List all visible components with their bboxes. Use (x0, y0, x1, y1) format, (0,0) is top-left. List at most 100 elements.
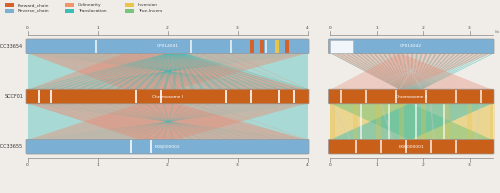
Polygon shape (213, 53, 304, 90)
Polygon shape (376, 53, 446, 90)
Polygon shape (78, 103, 199, 140)
Polygon shape (124, 103, 212, 140)
Text: LK8J000002: LK8J000002 (154, 145, 180, 149)
Bar (38, 90, 40, 103)
Text: kb: kb (495, 30, 500, 34)
Polygon shape (382, 53, 408, 90)
Polygon shape (134, 103, 203, 140)
Polygon shape (177, 53, 224, 90)
Polygon shape (406, 53, 411, 90)
Polygon shape (364, 53, 406, 90)
Polygon shape (164, 53, 172, 90)
Bar (425, 90, 427, 103)
Text: CP014041: CP014041 (156, 44, 178, 48)
Bar (225, 90, 227, 103)
Polygon shape (330, 103, 492, 140)
Polygon shape (37, 53, 171, 90)
Polygon shape (330, 103, 492, 140)
Polygon shape (388, 53, 408, 90)
Bar (395, 90, 397, 103)
Polygon shape (398, 53, 423, 90)
FancyBboxPatch shape (26, 89, 309, 104)
Polygon shape (52, 103, 176, 140)
Text: SCCF01: SCCF01 (4, 94, 24, 99)
Bar (95, 40, 96, 53)
Polygon shape (420, 53, 494, 90)
Polygon shape (419, 53, 485, 90)
Polygon shape (128, 103, 243, 140)
Polygon shape (335, 53, 402, 90)
Polygon shape (37, 103, 300, 140)
Bar (292, 90, 294, 103)
Polygon shape (114, 53, 175, 90)
Polygon shape (380, 103, 393, 140)
Polygon shape (28, 53, 309, 90)
Polygon shape (144, 103, 193, 140)
Polygon shape (144, 53, 176, 90)
Polygon shape (420, 53, 490, 90)
Polygon shape (28, 103, 154, 140)
Bar (50, 90, 52, 103)
Polygon shape (28, 103, 309, 140)
Polygon shape (172, 53, 178, 90)
Bar (5, 9, 14, 13)
Bar (480, 90, 482, 103)
Text: Chromosome II: Chromosome II (395, 95, 428, 98)
Polygon shape (37, 103, 300, 140)
Polygon shape (86, 103, 251, 140)
Text: 4: 4 (306, 163, 309, 167)
Polygon shape (368, 53, 406, 90)
Polygon shape (153, 103, 184, 140)
Polygon shape (114, 53, 223, 90)
Polygon shape (358, 53, 405, 90)
Bar (285, 40, 289, 53)
Bar (150, 140, 152, 153)
Polygon shape (85, 53, 251, 90)
Polygon shape (56, 103, 280, 140)
Polygon shape (56, 53, 280, 90)
Polygon shape (28, 103, 309, 140)
Polygon shape (444, 103, 450, 140)
Polygon shape (95, 53, 174, 90)
Polygon shape (42, 53, 294, 90)
Text: Translocation: Translocation (78, 9, 106, 13)
Polygon shape (165, 103, 276, 140)
Polygon shape (86, 53, 174, 90)
Polygon shape (353, 53, 469, 90)
Polygon shape (64, 53, 273, 90)
Polygon shape (397, 53, 409, 90)
Polygon shape (442, 103, 444, 140)
Polygon shape (100, 53, 237, 90)
Text: True-Invers: True-Invers (138, 9, 162, 13)
Polygon shape (34, 53, 302, 90)
Polygon shape (142, 53, 275, 90)
Polygon shape (176, 53, 195, 90)
Polygon shape (56, 53, 241, 90)
Polygon shape (164, 53, 172, 90)
Polygon shape (418, 53, 480, 90)
Polygon shape (56, 53, 280, 90)
Polygon shape (181, 53, 301, 90)
Polygon shape (228, 53, 310, 90)
Polygon shape (28, 53, 307, 90)
Bar (230, 40, 232, 53)
Polygon shape (92, 53, 244, 90)
Polygon shape (181, 53, 310, 90)
Text: 4: 4 (306, 26, 309, 30)
Text: 1: 1 (375, 163, 378, 167)
Text: 1: 1 (96, 163, 99, 167)
Polygon shape (128, 53, 270, 90)
FancyBboxPatch shape (26, 39, 309, 54)
Text: ATCC33654: ATCC33654 (0, 44, 24, 49)
Polygon shape (330, 103, 351, 140)
Polygon shape (418, 53, 476, 90)
Polygon shape (47, 53, 172, 90)
Polygon shape (180, 53, 291, 90)
Polygon shape (353, 103, 358, 140)
Text: 3: 3 (468, 163, 471, 167)
Polygon shape (330, 103, 335, 140)
Polygon shape (414, 53, 452, 90)
Polygon shape (56, 53, 172, 90)
Polygon shape (416, 53, 457, 90)
Polygon shape (134, 53, 175, 90)
